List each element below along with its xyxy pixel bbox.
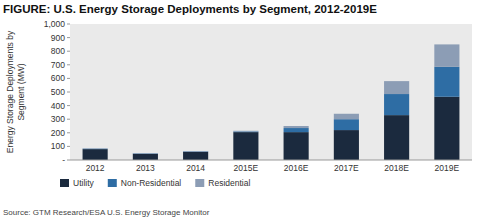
y-tick-label: 600 xyxy=(51,73,65,83)
y-axis-label: Energy Storage Deployments bySegment (MW… xyxy=(5,30,26,153)
legend-entry: Utility xyxy=(73,178,95,188)
bar-segment xyxy=(284,126,309,128)
y-tick-label: 100 xyxy=(51,141,65,151)
bar-segment xyxy=(434,97,459,160)
bar-segment xyxy=(183,152,208,160)
y-tick-label: - xyxy=(62,155,65,165)
bar-segment xyxy=(183,151,208,152)
bar-segment xyxy=(384,115,409,160)
legend-swatch xyxy=(108,179,117,187)
x-tick-label: 2018E xyxy=(384,163,409,173)
bar-segment xyxy=(83,148,108,149)
x-tick-labels: 2012 2013 2014 2015E 2016E 2017E 2018E 2019E xyxy=(86,163,460,173)
bar-segment xyxy=(83,149,108,160)
legend-entry: Residential xyxy=(208,178,250,188)
bar-segment xyxy=(384,94,409,115)
x-tick-label: 2012 xyxy=(86,163,105,173)
y-tick xyxy=(67,24,70,25)
y-tick xyxy=(67,160,70,161)
x-axis-line xyxy=(70,160,472,161)
bar-segment xyxy=(83,148,108,149)
legend-swatch xyxy=(60,179,69,187)
bar-segment xyxy=(233,132,258,160)
bar-segment xyxy=(434,44,459,66)
bar-segment xyxy=(334,114,359,119)
bar-segment xyxy=(133,154,158,160)
chart: FIGURE: U.S. Energy Storage Deployments … xyxy=(0,0,480,221)
y-tick xyxy=(67,51,70,52)
y-tick xyxy=(67,146,70,147)
bar-segment xyxy=(284,128,309,132)
x-tick-label: 2014 xyxy=(186,163,205,173)
legend: Utility Non-Residential Residential xyxy=(60,178,250,188)
y-tick-label: 800 xyxy=(51,46,65,56)
y-tick-label: 900 xyxy=(51,33,65,43)
y-tick xyxy=(67,37,70,38)
y-tick xyxy=(67,132,70,133)
legend-swatch xyxy=(195,179,204,187)
bar-segment xyxy=(284,132,309,160)
y-tick-label: 500 xyxy=(51,87,65,97)
x-tick-label: 2017E xyxy=(334,163,359,173)
bars xyxy=(83,44,460,160)
x-tick-label: 2015E xyxy=(234,163,259,173)
y-tick xyxy=(67,64,70,65)
y-tick-label: 1,000 xyxy=(44,19,66,29)
y-tick-label: 400 xyxy=(51,101,65,111)
bar-segment xyxy=(233,131,258,133)
source-note: Source: GTM Research/ESA U.S. Energy Sto… xyxy=(3,208,210,217)
y-ticks: - 100 200 300 400 500 600 700 800 900 1,000 xyxy=(44,19,70,165)
y-tick-label: 200 xyxy=(51,128,65,138)
x-tick-label: 2016E xyxy=(284,163,309,173)
y-tick-label: 300 xyxy=(51,114,65,124)
y-tick-label: 700 xyxy=(51,60,65,70)
y-tick xyxy=(67,78,70,79)
y-tick xyxy=(67,119,70,120)
bar-segment xyxy=(334,119,359,130)
x-tick-label: 2013 xyxy=(136,163,155,173)
legend-entry: Non-Residential xyxy=(121,178,182,188)
bar-segment xyxy=(384,81,409,94)
bar-segment xyxy=(434,67,459,97)
bar-segment xyxy=(183,151,208,152)
title: FIGURE: U.S. Energy Storage Deployments … xyxy=(3,3,377,15)
x-tick-label: 2019E xyxy=(435,163,460,173)
bar-segment xyxy=(334,130,359,160)
y-tick xyxy=(67,92,70,93)
bar-segment xyxy=(133,153,158,154)
bar-segment xyxy=(133,153,158,154)
plot-background xyxy=(70,24,472,160)
bar-segment xyxy=(233,130,258,132)
y-tick xyxy=(67,105,70,106)
